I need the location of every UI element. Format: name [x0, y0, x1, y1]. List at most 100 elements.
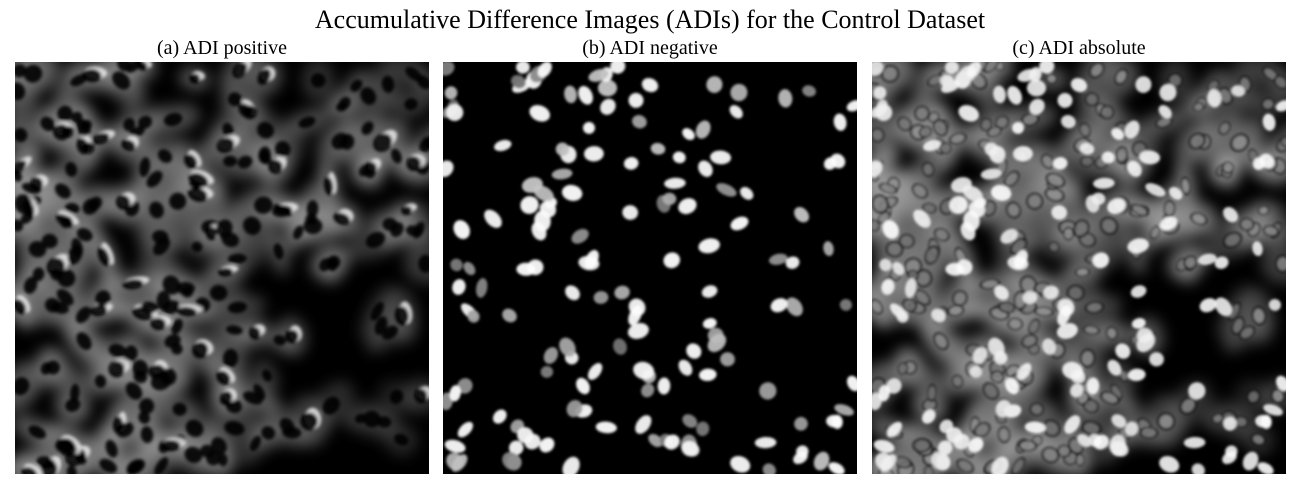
nucleus-core [899, 118, 910, 130]
dark-nucleus [164, 334, 181, 348]
bright-nucleus [1207, 89, 1222, 108]
bright-nucleus [1169, 186, 1183, 200]
dark-nucleus [205, 226, 217, 241]
nucleus-core [881, 184, 896, 193]
dark-nucleus [28, 425, 46, 439]
bright-nucleus [467, 309, 480, 323]
bright-nucleus [686, 343, 702, 359]
nucleus-core [873, 196, 887, 212]
bright-nucleus [931, 452, 951, 471]
bright-nucleus [696, 421, 710, 437]
bright-nucleus [457, 421, 474, 438]
nucleus-core [1042, 156, 1053, 167]
dark-nucleus [293, 225, 304, 240]
dark-nucleus [391, 148, 402, 164]
nucleus-core [1213, 414, 1223, 423]
dark-nucleus [32, 267, 45, 282]
nucleus-core [935, 229, 948, 240]
nucleus-core [904, 299, 916, 311]
dark-nucleus [243, 216, 261, 235]
nucleus-core [1022, 278, 1035, 292]
nucleus-core [1102, 393, 1118, 403]
dark-nucleus [381, 75, 395, 93]
bright-nucleus [452, 279, 466, 295]
bright-nucleus [949, 196, 968, 214]
bright-nucleus [583, 121, 595, 134]
bright-nucleus [716, 183, 737, 197]
bright-nucleus [1077, 433, 1092, 448]
nucleus-core [985, 62, 998, 71]
dark-nucleus [191, 241, 203, 253]
dark-nucleus [15, 160, 27, 176]
dark-nucleus [46, 257, 65, 276]
bright-nucleus [444, 86, 458, 100]
bright-nucleus [1260, 414, 1272, 429]
dark-nucleus [322, 396, 340, 415]
bright-nucleus [1110, 441, 1129, 457]
bright-nucleus [664, 434, 680, 450]
bright-nucleus [1012, 121, 1024, 134]
bright-nucleus [1145, 183, 1166, 197]
bright-nucleus [1242, 451, 1259, 471]
dark-nucleus [374, 316, 388, 336]
nucleus-core [883, 67, 897, 81]
nucleus-core [951, 134, 965, 143]
nucleus-core [999, 428, 1009, 441]
nucleus-core [872, 301, 882, 313]
nucleus-core [1219, 89, 1231, 103]
dark-nucleus [249, 435, 262, 452]
dark-nucleus [222, 348, 239, 368]
nucleus-core [1081, 351, 1094, 366]
dark-nucleus [171, 318, 183, 335]
dark-nucleus [300, 412, 319, 431]
nucleus-core [1084, 422, 1099, 434]
nucleus-core [1000, 303, 1013, 312]
panel-adi-absolute: (c) ADI absolute [872, 36, 1286, 474]
bright-nucleus [584, 146, 604, 162]
bright-nucleus [966, 62, 981, 78]
nucleus-core [1047, 189, 1062, 200]
bright-nucleus [537, 62, 552, 78]
dark-nucleus [423, 136, 429, 148]
nucleus-core [1157, 118, 1171, 127]
bright-nucleus [476, 278, 488, 298]
bright-nucleus [1056, 323, 1078, 339]
dark-nucleus [219, 390, 233, 406]
bright-nucleus [730, 83, 748, 102]
bright-nucleus [650, 142, 666, 155]
bright-nucleus [540, 365, 554, 378]
dark-nucleus [273, 243, 284, 260]
dark-nucleus [258, 146, 271, 164]
nucleus-core [1036, 308, 1052, 315]
bright-nucleus [1159, 216, 1178, 231]
nucleus-core [1264, 226, 1277, 236]
dark-nucleus [404, 98, 418, 111]
dark-nucleus [15, 219, 24, 232]
bright-nucleus [1125, 421, 1139, 437]
dark-nucleus [105, 439, 118, 458]
dark-nucleus [82, 68, 102, 83]
bright-nucleus [993, 85, 1006, 104]
dark-nucleus [54, 183, 71, 199]
dark-nucleus [401, 205, 413, 216]
dark-nucleus [160, 367, 177, 386]
nucleus-core [1009, 319, 1021, 329]
bright-nucleus [451, 454, 468, 472]
dark-nucleus [76, 228, 93, 242]
dark-nucleus [154, 457, 169, 474]
nucleus-core [929, 75, 942, 85]
dark-nucleus [55, 437, 75, 453]
nucleus-core [975, 424, 989, 436]
nucleus-core [872, 221, 879, 230]
bright-nucleus [984, 142, 999, 157]
bright-nucleus [994, 285, 1009, 301]
dark-nucleus [21, 182, 41, 194]
dark-nucleus [185, 419, 204, 437]
bright-nucleus [1268, 298, 1281, 311]
dark-nucleus [418, 254, 429, 273]
nucleus-core [888, 243, 901, 256]
dark-nucleus [75, 118, 91, 137]
bright-nucleus [905, 278, 917, 298]
bright-nucleus [823, 241, 834, 257]
dark-nucleus [121, 139, 136, 152]
